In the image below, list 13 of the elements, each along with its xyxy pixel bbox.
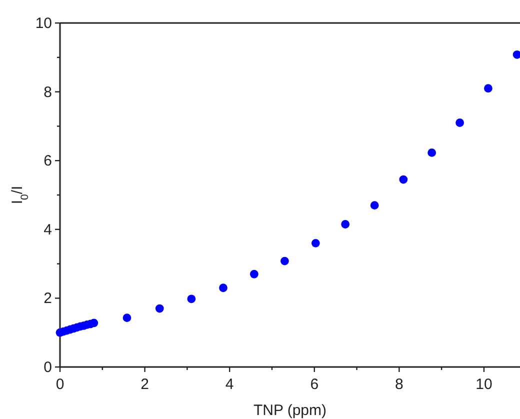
y-tick-label: 10 (35, 15, 52, 32)
y-tick-label: 4 (44, 221, 52, 238)
x-tick-label: 4 (225, 376, 234, 393)
y-tick-label: 2 (44, 290, 52, 308)
y-tick-label: 0 (44, 359, 52, 376)
x-tick-label: 6 (310, 376, 319, 393)
x-tick-label: 10 (476, 376, 492, 393)
x-tick-label: 2 (140, 376, 149, 393)
x-tick-label: 8 (395, 376, 404, 393)
y-tick-label: 8 (44, 84, 52, 101)
y-tick-label: 6 (44, 152, 52, 170)
x-tick-label: 0 (56, 376, 64, 393)
x-axis-title: TNP (ppm) (253, 402, 327, 419)
